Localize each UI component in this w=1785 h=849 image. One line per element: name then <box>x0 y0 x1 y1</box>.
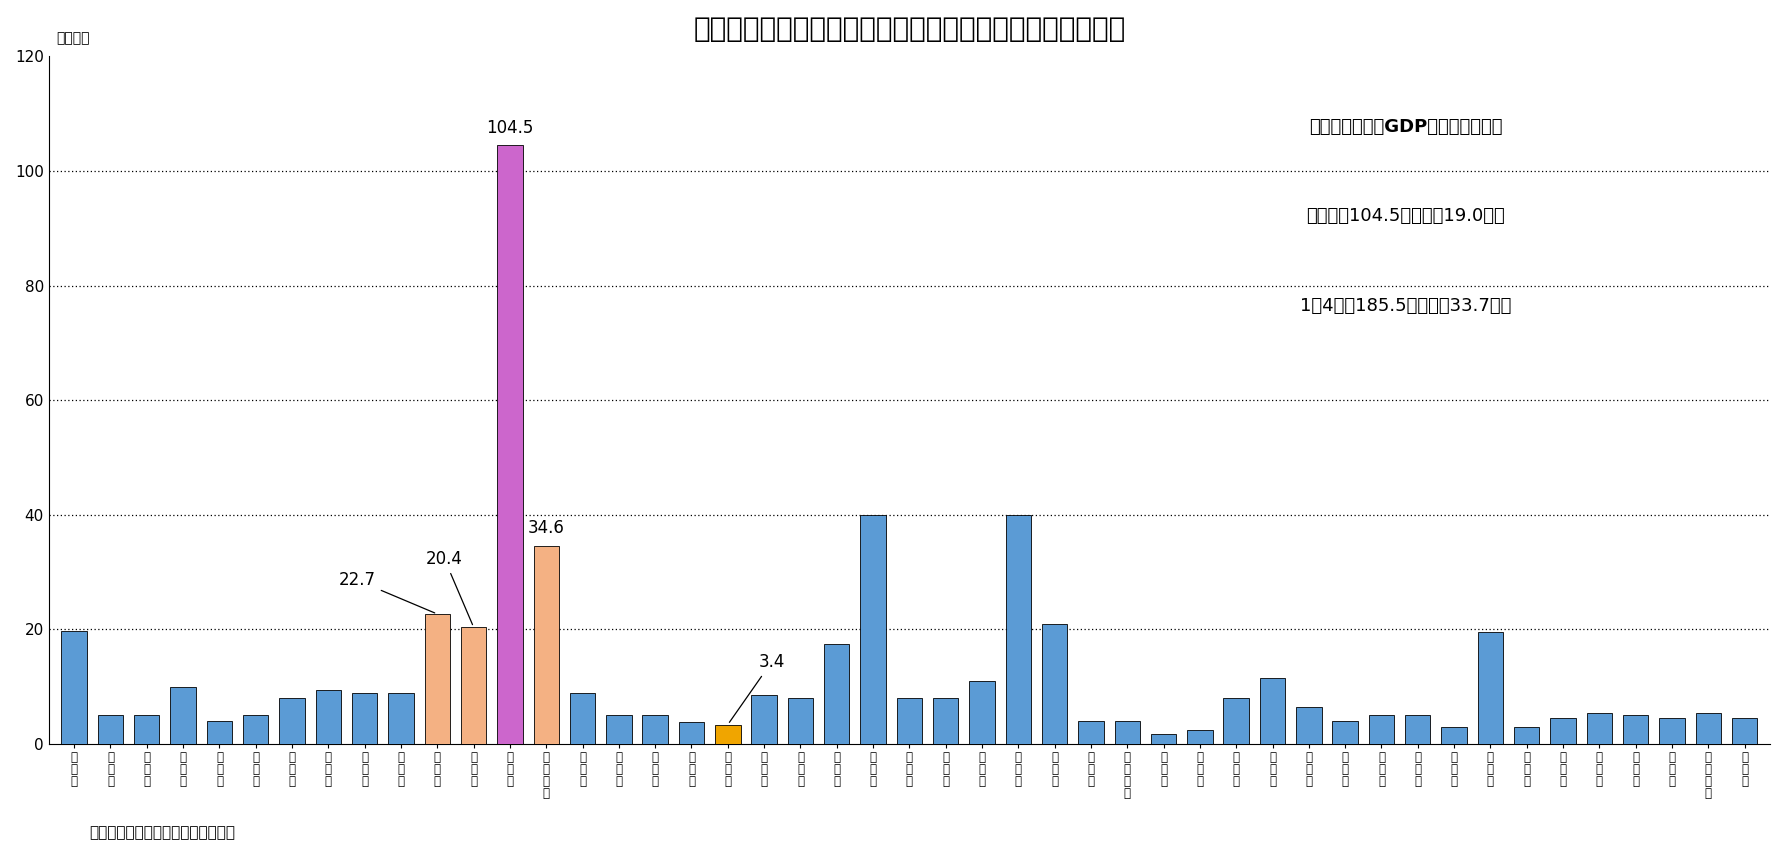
Bar <box>1731 718 1756 744</box>
Bar <box>134 716 159 744</box>
Bar <box>1369 716 1394 744</box>
Bar <box>1005 514 1032 744</box>
Text: 1都4県：185.5兆円　（33.7％）: 1都4県：185.5兆円 （33.7％） <box>1299 297 1512 315</box>
Bar <box>534 546 559 744</box>
Bar <box>1078 721 1103 744</box>
Bar <box>1660 718 1685 744</box>
Bar <box>243 716 268 744</box>
Bar <box>498 145 523 744</box>
Bar <box>1296 707 1321 744</box>
Bar <box>825 644 850 744</box>
Bar <box>1042 624 1067 744</box>
Bar <box>352 693 377 744</box>
Text: 104.5: 104.5 <box>486 119 534 137</box>
Bar <box>1478 633 1503 744</box>
Bar <box>1151 734 1176 744</box>
Text: 20.4: 20.4 <box>427 550 473 625</box>
Bar <box>98 716 123 744</box>
Bar <box>1551 718 1576 744</box>
Text: 34.6: 34.6 <box>528 520 564 537</box>
Bar <box>787 698 814 744</box>
Bar <box>1260 678 1285 744</box>
Bar <box>716 724 741 744</box>
Bar <box>1696 712 1721 744</box>
Bar <box>1623 716 1648 744</box>
Bar <box>678 722 705 744</box>
Bar <box>751 695 776 744</box>
Bar <box>896 698 923 744</box>
Bar <box>316 689 341 744</box>
Bar <box>389 693 414 744</box>
Bar <box>1223 698 1250 744</box>
Bar <box>1187 730 1212 744</box>
Bar <box>278 698 305 744</box>
Bar <box>425 614 450 744</box>
Text: （資料）　内閣府『国民経済計算』: （資料） 内閣府『国民経済計算』 <box>89 825 236 841</box>
Bar <box>170 687 196 744</box>
Bar <box>934 698 959 744</box>
Bar <box>607 716 632 744</box>
Bar <box>1440 727 1467 744</box>
Bar <box>569 693 594 744</box>
Text: （兆円）: （兆円） <box>55 31 89 45</box>
Bar <box>860 514 885 744</box>
Bar <box>643 716 668 744</box>
Bar <box>461 627 486 744</box>
Bar <box>1114 721 1141 744</box>
Bar <box>1332 721 1358 744</box>
Bar <box>1514 727 1539 744</box>
Text: 東京都：104.5兆円　（19.0％）: 東京都：104.5兆円 （19.0％） <box>1307 207 1505 225</box>
Bar <box>207 721 232 744</box>
Bar <box>1405 716 1430 744</box>
Bar <box>969 681 994 744</box>
Bar <box>1587 712 1612 744</box>
Title: ［図表２］　東京都および近接する四県の「県内総生産」: ［図表２］ 東京都および近接する四県の「県内総生産」 <box>693 15 1126 43</box>
Text: 【県内総生産がGDPに占める割合】: 【県内総生産がGDPに占める割合】 <box>1308 117 1503 136</box>
Text: 3.4: 3.4 <box>730 654 785 722</box>
Bar <box>61 631 87 744</box>
Text: 22.7: 22.7 <box>339 571 436 613</box>
